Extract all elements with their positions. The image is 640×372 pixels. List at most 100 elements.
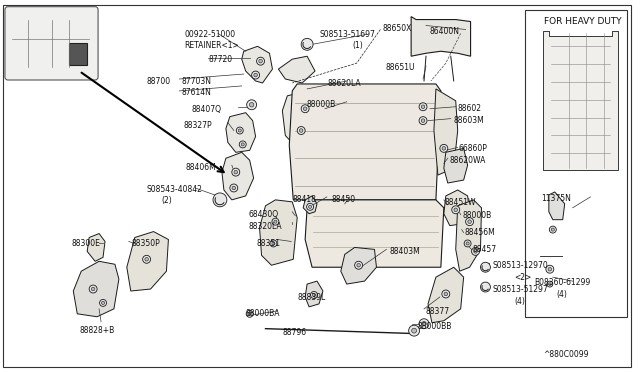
Circle shape (232, 186, 236, 190)
Text: 87614N: 87614N (181, 88, 211, 97)
Circle shape (272, 242, 275, 245)
Bar (69, 44, 87, 65)
Circle shape (274, 220, 277, 223)
Circle shape (301, 38, 313, 50)
Polygon shape (226, 113, 255, 152)
Circle shape (355, 261, 363, 269)
Text: 88327P: 88327P (183, 121, 212, 129)
Circle shape (250, 103, 254, 107)
Circle shape (421, 105, 425, 109)
Text: 88651U: 88651U (385, 63, 415, 72)
Text: B08360-61299: B08360-61299 (534, 278, 590, 287)
Text: 88406M: 88406M (185, 163, 216, 172)
Polygon shape (444, 190, 470, 226)
Circle shape (236, 127, 243, 134)
Text: S08513-51297: S08513-51297 (492, 285, 548, 294)
Circle shape (246, 100, 257, 110)
Text: (4): (4) (514, 297, 525, 306)
Polygon shape (74, 261, 119, 317)
Circle shape (239, 141, 246, 148)
Polygon shape (543, 32, 618, 170)
Text: S08543-40842: S08543-40842 (147, 185, 202, 194)
Circle shape (419, 319, 429, 328)
Text: 11375N: 11375N (541, 194, 571, 203)
Text: 88796: 88796 (282, 328, 307, 337)
Text: S08513-51697: S08513-51697 (320, 31, 376, 39)
Circle shape (272, 218, 279, 225)
Circle shape (303, 107, 307, 110)
Polygon shape (278, 56, 315, 83)
Circle shape (248, 312, 252, 315)
Circle shape (472, 247, 479, 255)
Text: 88000BA: 88000BA (246, 309, 280, 318)
Circle shape (440, 144, 448, 152)
Text: 88000B: 88000B (306, 100, 335, 109)
Text: (1): (1) (353, 41, 364, 50)
Circle shape (464, 240, 471, 247)
Polygon shape (222, 152, 253, 200)
Circle shape (468, 220, 472, 224)
Circle shape (551, 228, 554, 231)
Circle shape (89, 285, 97, 293)
Text: FOR HEAVY DUTY: FOR HEAVY DUTY (544, 17, 621, 26)
Text: 88603M: 88603M (454, 116, 484, 125)
Text: 88351: 88351 (257, 240, 280, 248)
Circle shape (466, 218, 474, 226)
Circle shape (310, 292, 317, 298)
Polygon shape (127, 232, 168, 291)
FancyBboxPatch shape (5, 7, 98, 80)
Polygon shape (428, 267, 463, 323)
Circle shape (546, 265, 554, 273)
Polygon shape (456, 200, 481, 271)
Circle shape (307, 203, 314, 210)
Text: 88403M: 88403M (389, 247, 420, 256)
Circle shape (421, 119, 425, 122)
Polygon shape (303, 196, 317, 214)
Text: 88650X: 88650X (383, 23, 412, 32)
Circle shape (549, 226, 556, 233)
Text: 88839L: 88839L (297, 293, 326, 302)
Bar (525, 10, 627, 317)
Circle shape (145, 257, 148, 261)
Polygon shape (87, 234, 105, 261)
Circle shape (547, 281, 553, 287)
Polygon shape (282, 91, 327, 148)
Text: 88407Q: 88407Q (191, 105, 221, 114)
Polygon shape (260, 200, 297, 265)
Circle shape (100, 299, 106, 307)
Text: 87703N: 87703N (181, 77, 211, 86)
Circle shape (92, 287, 95, 291)
Circle shape (442, 290, 450, 298)
Polygon shape (434, 89, 458, 175)
Text: 88418: 88418 (292, 195, 316, 204)
Circle shape (102, 301, 104, 304)
Text: 88456M: 88456M (465, 228, 495, 237)
Text: 66860P: 66860P (459, 144, 488, 153)
Circle shape (297, 126, 305, 135)
Circle shape (452, 206, 460, 214)
Circle shape (143, 255, 150, 263)
Circle shape (270, 240, 277, 247)
Polygon shape (289, 84, 441, 200)
Circle shape (312, 294, 316, 296)
Text: 68430Q: 68430Q (249, 210, 279, 219)
Circle shape (252, 71, 260, 79)
Text: 88457: 88457 (472, 246, 497, 254)
Text: 88620LA: 88620LA (328, 79, 362, 88)
Text: 88000B: 88000B (463, 211, 492, 220)
Text: (2): (2) (161, 196, 172, 205)
Text: 88700: 88700 (147, 77, 171, 86)
Polygon shape (242, 46, 273, 83)
Text: 00922-51000: 00922-51000 (184, 31, 236, 39)
Circle shape (474, 250, 477, 253)
Circle shape (241, 143, 244, 146)
Circle shape (300, 129, 303, 132)
Circle shape (254, 73, 257, 77)
Text: 88828+B: 88828+B (79, 326, 115, 335)
Text: 88300E: 88300E (71, 240, 100, 248)
Circle shape (548, 283, 551, 285)
Circle shape (481, 282, 490, 292)
Circle shape (234, 170, 237, 174)
Polygon shape (340, 247, 376, 284)
Circle shape (308, 205, 312, 208)
